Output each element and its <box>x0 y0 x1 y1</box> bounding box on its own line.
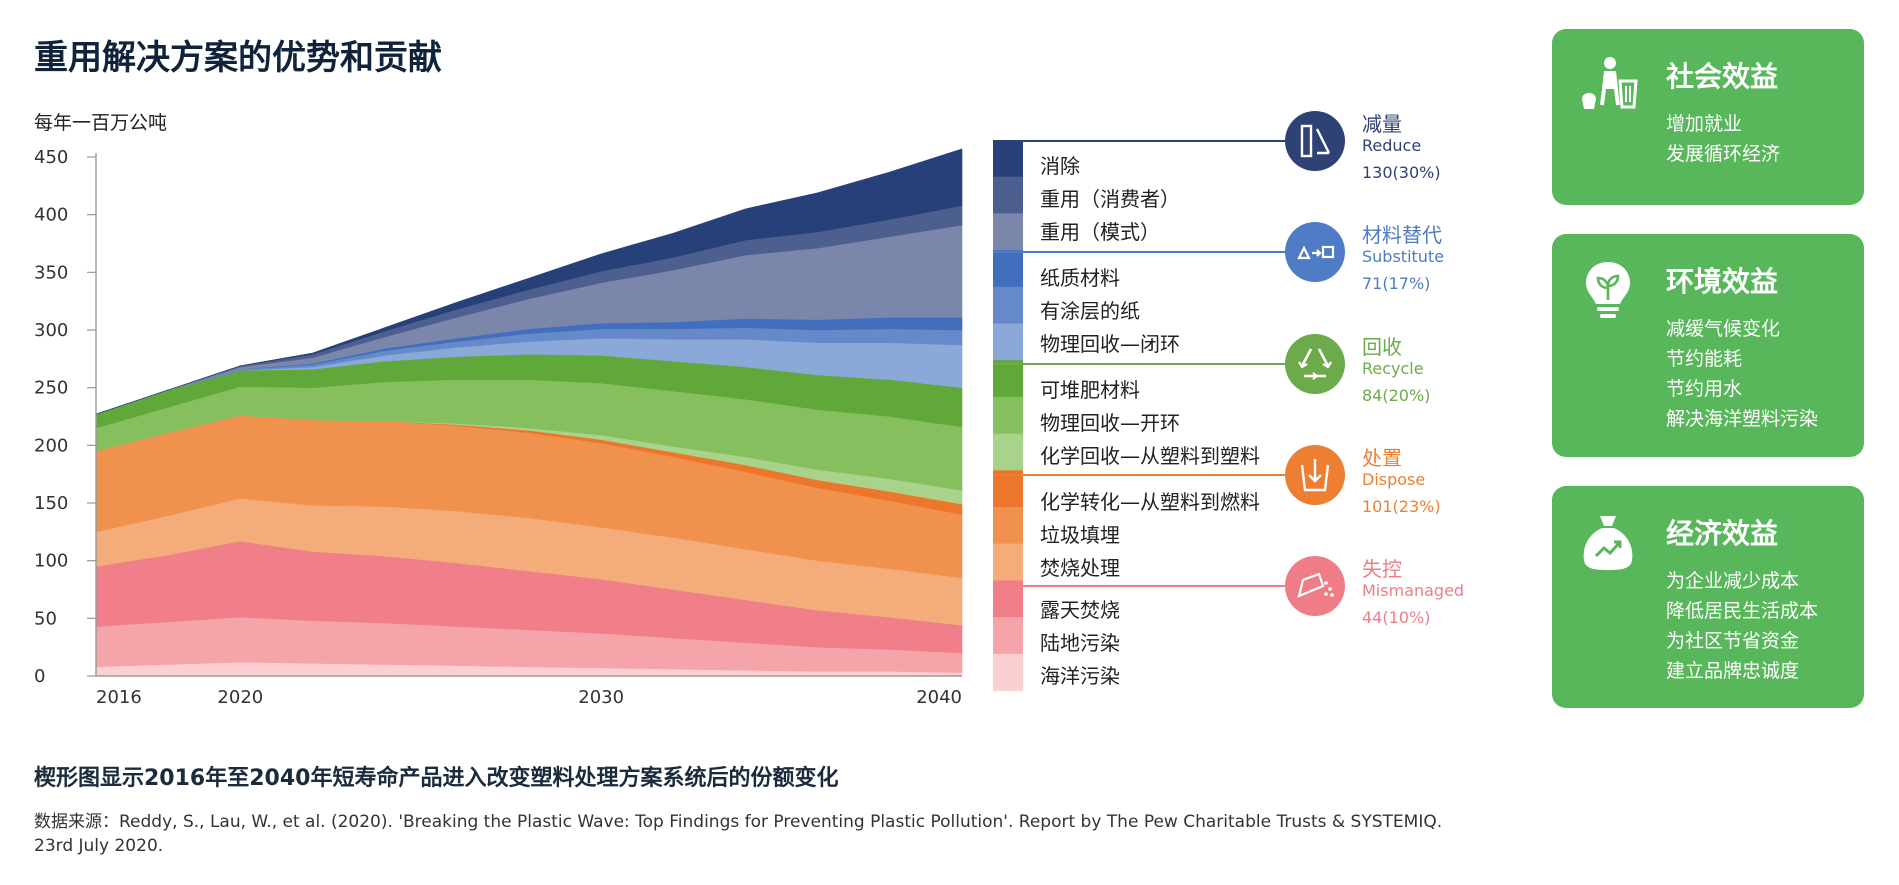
y-tick-label: 150 <box>34 493 68 514</box>
legend-swatch <box>993 617 1023 655</box>
card-title: 经济效益 <box>1666 517 1779 550</box>
legend-reuse-model: 重用（模式） <box>1040 220 1160 244</box>
x-tick-label: 2016 <box>96 687 142 708</box>
card-item: 解决海洋塑料污染 <box>1666 408 1819 430</box>
x-tick-label: 2030 <box>578 687 624 708</box>
economic-benefit-card: 经济效益 为企业减少成本 降低居民生活成本 为社区节省资金 建立品牌忠诚度 <box>1552 486 1864 708</box>
x-tick-label: 2020 <box>217 687 263 708</box>
mismanaged-icon <box>1285 556 1345 616</box>
legend-swatch <box>993 140 1023 178</box>
y-tick-label: 350 <box>34 262 68 283</box>
card-item: 节约能耗 <box>1666 348 1743 370</box>
y-tick-label: 200 <box>34 435 68 456</box>
category-dispose-name: 处置 <box>1362 446 1402 470</box>
category-dispose-en: Dispose <box>1362 470 1426 489</box>
category-substitute-name: 材料替代 <box>1362 223 1442 247</box>
legend-open-loop: 物理回收—开环 <box>1040 411 1180 435</box>
card-item: 发展循环经济 <box>1666 143 1781 165</box>
y-tick-label: 50 <box>34 608 57 629</box>
dispose-icon <box>1285 445 1345 505</box>
legend-swatch <box>993 433 1023 471</box>
legend-swatch <box>993 250 1023 288</box>
category-substitute-en: Substitute <box>1362 247 1445 266</box>
card-item: 为社区节省资金 <box>1666 630 1800 652</box>
legend-swatch <box>993 470 1023 508</box>
category-substitute-value: 71(17%) <box>1362 274 1431 293</box>
unit-label: 每年一百万公吨 <box>34 112 168 134</box>
legend-paper: 纸质材料 <box>1040 266 1120 290</box>
legend-swatch <box>993 213 1023 251</box>
y-tick-label: 250 <box>34 378 68 399</box>
legend-swatch <box>993 507 1023 545</box>
card-title: 社会效益 <box>1666 60 1779 93</box>
y-tick-label: 400 <box>34 205 68 226</box>
x-tick-label: 2040 <box>916 687 962 708</box>
category-mismanaged-name: 失控 <box>1362 557 1402 581</box>
wedge-chart: 0 50 100 150 200 250 300 350 400 450 2016 2020 2030 2… <box>34 111 1345 708</box>
chart-caption: 楔形图显示2016年至2040年短寿命产品进入改变塑料处理方案系统后的份额变化 <box>34 766 839 791</box>
legend-swatch <box>993 653 1023 691</box>
legend-reuse-consumer: 重用（消费者） <box>1040 187 1180 211</box>
source-note: 数据来源：Reddy, S., Lau, W., et al. (2020). … <box>34 812 1443 856</box>
card-item: 为企业减少成本 <box>1666 570 1800 592</box>
category-dispose-value: 101(23%) <box>1362 497 1441 516</box>
card-title: 环境效益 <box>1666 265 1779 298</box>
y-tick-label: 100 <box>34 551 68 572</box>
card-item: 增加就业 <box>1666 113 1743 135</box>
legend-compostables: 可堆肥材料 <box>1040 378 1140 402</box>
waste-sorting-person-icon <box>1582 57 1638 109</box>
category-mismanaged-en: Mismanaged <box>1362 581 1465 600</box>
legend-incineration: 焚烧处理 <box>1040 556 1120 580</box>
legend-p2p: 化学回收—从塑料到塑料 <box>1040 444 1260 468</box>
legend-landfill: 垃圾填埋 <box>1040 523 1120 547</box>
legend-eliminate: 消除 <box>1040 154 1080 178</box>
legend-swatch <box>993 323 1023 361</box>
legend-land-leakage: 陆地污染 <box>1040 631 1120 655</box>
legend-swatch <box>993 396 1023 435</box>
money-bag-icon <box>1583 516 1633 570</box>
legend-swatch <box>993 176 1023 214</box>
category-reduce-en: Reduce <box>1362 136 1422 155</box>
legend-swatch <box>993 286 1023 324</box>
card-item: 建立品牌忠诚度 <box>1666 660 1800 682</box>
substitute-icon <box>1285 222 1345 282</box>
y-tick-label: 450 <box>34 147 68 168</box>
social-benefit-card: 社会效益 增加就业 发展循环经济 <box>1552 29 1864 205</box>
reduce-icon <box>1285 111 1345 171</box>
card-item: 降低居民生活成本 <box>1666 600 1819 622</box>
legend-open-burning: 露天焚烧 <box>1040 598 1120 622</box>
category-recycle-en: Recycle <box>1362 359 1424 378</box>
category-recycle-name: 回收 <box>1362 335 1402 359</box>
y-tick-label: 300 <box>34 320 68 341</box>
category-recycle-value: 84(20%) <box>1362 386 1431 405</box>
category-reduce-value: 130(30%) <box>1362 163 1441 182</box>
card-item: 节约用水 <box>1666 378 1743 400</box>
legend-p2f: 化学转化—从塑料到燃料 <box>1040 490 1260 514</box>
category-mismanaged-value: 44(10%) <box>1362 608 1431 627</box>
legend-swatch <box>993 360 1023 398</box>
recycle-icon <box>1285 334 1345 394</box>
area-series-14 <box>95 148 963 415</box>
category-reduce-name: 减量 <box>1362 112 1402 136</box>
legend-closed-loop: 物理回收—闭环 <box>1040 332 1180 356</box>
page-title: 重用解决方案的优势和贡献 <box>34 38 442 78</box>
legend-ocean-leakage: 海洋污染 <box>1040 664 1120 688</box>
y-tick-label: 0 <box>34 666 45 687</box>
legend-swatch <box>993 543 1023 581</box>
card-item: 减缓气候变化 <box>1666 318 1781 340</box>
lightbulb-leaf-icon <box>1586 262 1630 318</box>
environmental-benefit-card: 环境效益 减缓气候变化 节约能耗 节约用水 解决海洋塑料污染 <box>1552 234 1864 457</box>
legend-coated-paper: 有涂层的纸 <box>1040 299 1140 323</box>
